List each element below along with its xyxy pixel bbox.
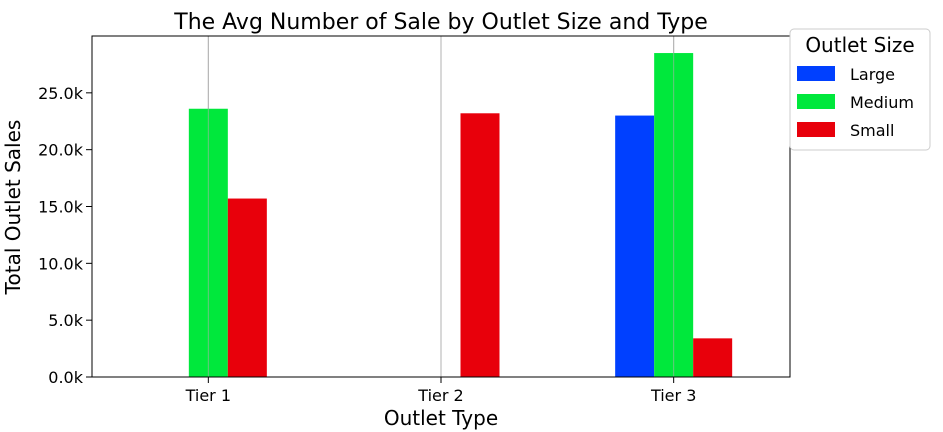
bars bbox=[188, 36, 733, 378]
bar-small-tier-3 bbox=[693, 338, 733, 377]
legend-label-large: Large bbox=[850, 65, 895, 84]
legend-box bbox=[789, 28, 931, 151]
legend-items: Large Medium Small bbox=[797, 65, 914, 140]
y-tick-label: 10.0k bbox=[38, 254, 84, 273]
x-tick-label: Tier 2 bbox=[417, 386, 463, 405]
y-tick-label: 25.0k bbox=[38, 84, 84, 103]
y-axis-title: Total Outlet Sales bbox=[1, 120, 25, 296]
bar-small-tier-2 bbox=[460, 113, 500, 377]
y-tick-label: 15.0k bbox=[38, 198, 84, 217]
x-tick-label: Tier 3 bbox=[650, 386, 696, 405]
y-tick-label: 5.0k bbox=[48, 311, 83, 330]
x-axis-title: Outlet Type bbox=[384, 406, 498, 430]
bar-large-tier-3 bbox=[615, 115, 655, 378]
bar-small-tier-1 bbox=[227, 198, 267, 377]
y-axis: 0.0k 5.0k 10.0k 15.0k 20.0k 25.0k bbox=[38, 84, 92, 387]
x-tick-label: Tier 1 bbox=[185, 386, 231, 405]
legend: Outlet Size Large Medium Small bbox=[789, 28, 931, 151]
y-tick-label: 20.0k bbox=[38, 141, 84, 160]
legend-title: Outlet Size bbox=[805, 33, 914, 57]
chart-title: The Avg Number of Sale by Outlet Size an… bbox=[173, 10, 708, 35]
y-tick-label: 0.0k bbox=[48, 368, 83, 387]
legend-swatch-medium bbox=[797, 94, 835, 109]
legend-swatch-small bbox=[797, 122, 835, 137]
legend-label-small: Small bbox=[850, 121, 894, 140]
legend-label-medium: Medium bbox=[850, 93, 914, 112]
x-axis: Tier 1 Tier 2 Tier 3 bbox=[185, 377, 696, 405]
legend-swatch-large bbox=[797, 66, 835, 81]
